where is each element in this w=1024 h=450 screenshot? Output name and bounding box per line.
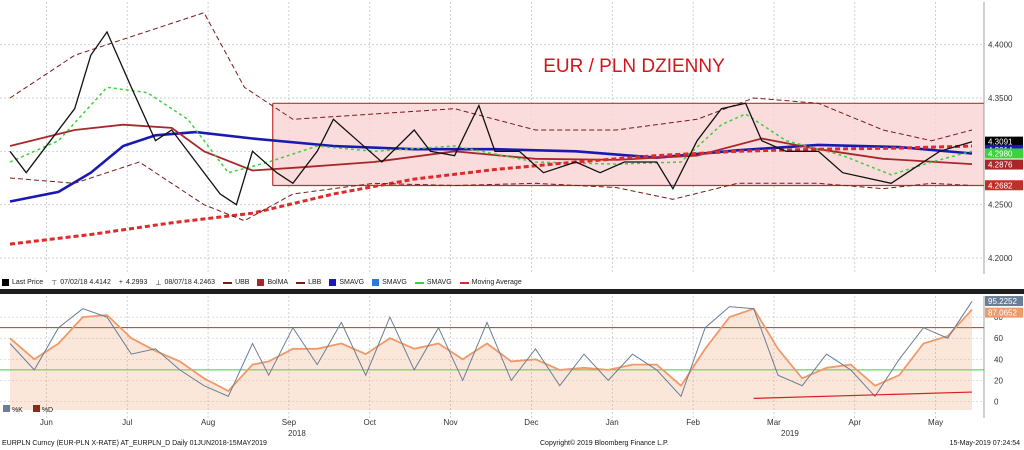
x-tick-label: Mar [767,418,781,427]
swatch-icon [2,279,9,286]
swatch-icon [3,405,10,412]
year-2019: 2019 [781,429,799,438]
panel-separator [0,289,1024,294]
swatch-icon [32,405,40,412]
x-tick-label: Sep [282,418,297,427]
legend-high: ⊤ 07/02/18 4.4142 [51,279,111,287]
x-tick-label: Jan [606,418,619,427]
swatch-icon [257,279,265,286]
x-tick-label: Dec [524,418,538,427]
upper-bollinger-line [9,12,973,142]
x-tick-label: Jun [40,418,53,427]
legend-k[interactable]: %K [3,405,23,414]
legend-smavg-3[interactable]: SMAVG [414,279,452,286]
legend-low: ⊥ 08/07/18 4.2463 [155,279,216,287]
footer-bar: EURPLN Curncy (EUR-PLN X-RATE) AT_EURPLN… [0,440,1024,450]
price-tag-label: 4.2876 [988,161,1013,170]
price-line [9,30,973,206]
y-tick-label: 0 [994,398,999,407]
lower-bollinger-line [9,161,973,222]
moving-average-line [9,144,973,246]
y-tick-label: 4.3500 [988,94,1013,103]
legend-average: +4.2993 [118,279,148,286]
y-tick-label: 4.2500 [988,201,1013,210]
price-tag [985,159,1023,170]
main-panel-series [9,12,973,246]
legend-moving-average[interactable]: Moving Average [459,279,522,286]
y-tick-label: 40 [994,355,1003,364]
price-tag [985,148,1023,159]
y-tick-label: 4.2000 [988,254,1013,263]
footer-security: EURPLN Curncy (EUR-PLN X-RATE) AT_EURPLN… [2,440,267,447]
low-marker-icon: ⊥ [155,279,162,287]
x-tick-label: Oct [364,418,377,427]
x-tick-label: Apr [849,418,862,427]
y-tick-label: 60 [994,334,1003,343]
k-line [9,301,973,398]
legend-d[interactable]: %D [32,405,53,414]
oscillator-legend: %K %D [3,405,53,414]
average-marker-icon: + [118,279,123,286]
smavg-red-line [9,123,973,172]
y-tick-label: 4.4000 [988,41,1013,50]
x-tick-label: May [928,418,943,427]
swatch-icon [372,279,380,286]
oscillator-trend-line [753,391,973,399]
smavg-green-line [9,86,973,176]
legend-smavg-1[interactable]: SMAVG [329,279,364,286]
legend-ubb[interactable]: UBB [223,279,249,286]
value-tag [985,296,1023,307]
legend-smavg-2[interactable]: SMAVG [372,279,407,286]
dashed-line-icon [414,281,424,284]
price-channel [272,102,984,187]
legend-bar: Last Price ⊤ 07/02/18 4.4142 +4.2993 ⊥ 08/… [0,276,1024,289]
dashed-line-icon [296,281,306,284]
legend-bolma[interactable]: BolMA [257,279,288,286]
price-tag-label: 4.2682 [988,181,1013,190]
axis-labels: Jun Jul Aug Sep Oct Nov Dec Jan Feb Mar Apr May 4.20… [40,2,1023,427]
footer-copyright: Copyright© 2019 Bloomberg Finance L.P. [540,440,669,447]
high-marker-icon: ⊤ [51,279,58,287]
y-tick-label: 20 [994,376,1003,385]
x-tick-label: Feb [686,418,700,427]
year-2018: 2018 [288,429,306,438]
price-tag [985,136,1023,147]
price-tag [985,180,1023,191]
chart-title: EUR / PLN DZIENNY [543,56,725,77]
legend-lbb[interactable]: LBB [296,279,321,286]
value-tag-label: 87.0652 [988,309,1017,318]
dashed-line-icon [459,281,469,284]
x-tick-label: Nov [443,418,457,427]
value-tag-label: 95.2252 [988,297,1017,306]
legend-last-price[interactable]: Last Price [2,279,43,286]
price-tag-label: 4.3091 [988,138,1013,147]
price-tag-label: 4.2980 [988,149,1013,158]
footer-timestamp: 15-May-2019 07:24:54 [949,440,1020,447]
dashed-line-icon [223,281,233,284]
d-area [10,308,972,410]
channel-fill [272,103,984,186]
oscillator-series [0,301,984,410]
value-tag [985,307,1023,318]
swatch-icon [329,279,337,286]
x-tick-label: Aug [201,418,215,427]
x-tick-label: Jul [122,418,132,427]
